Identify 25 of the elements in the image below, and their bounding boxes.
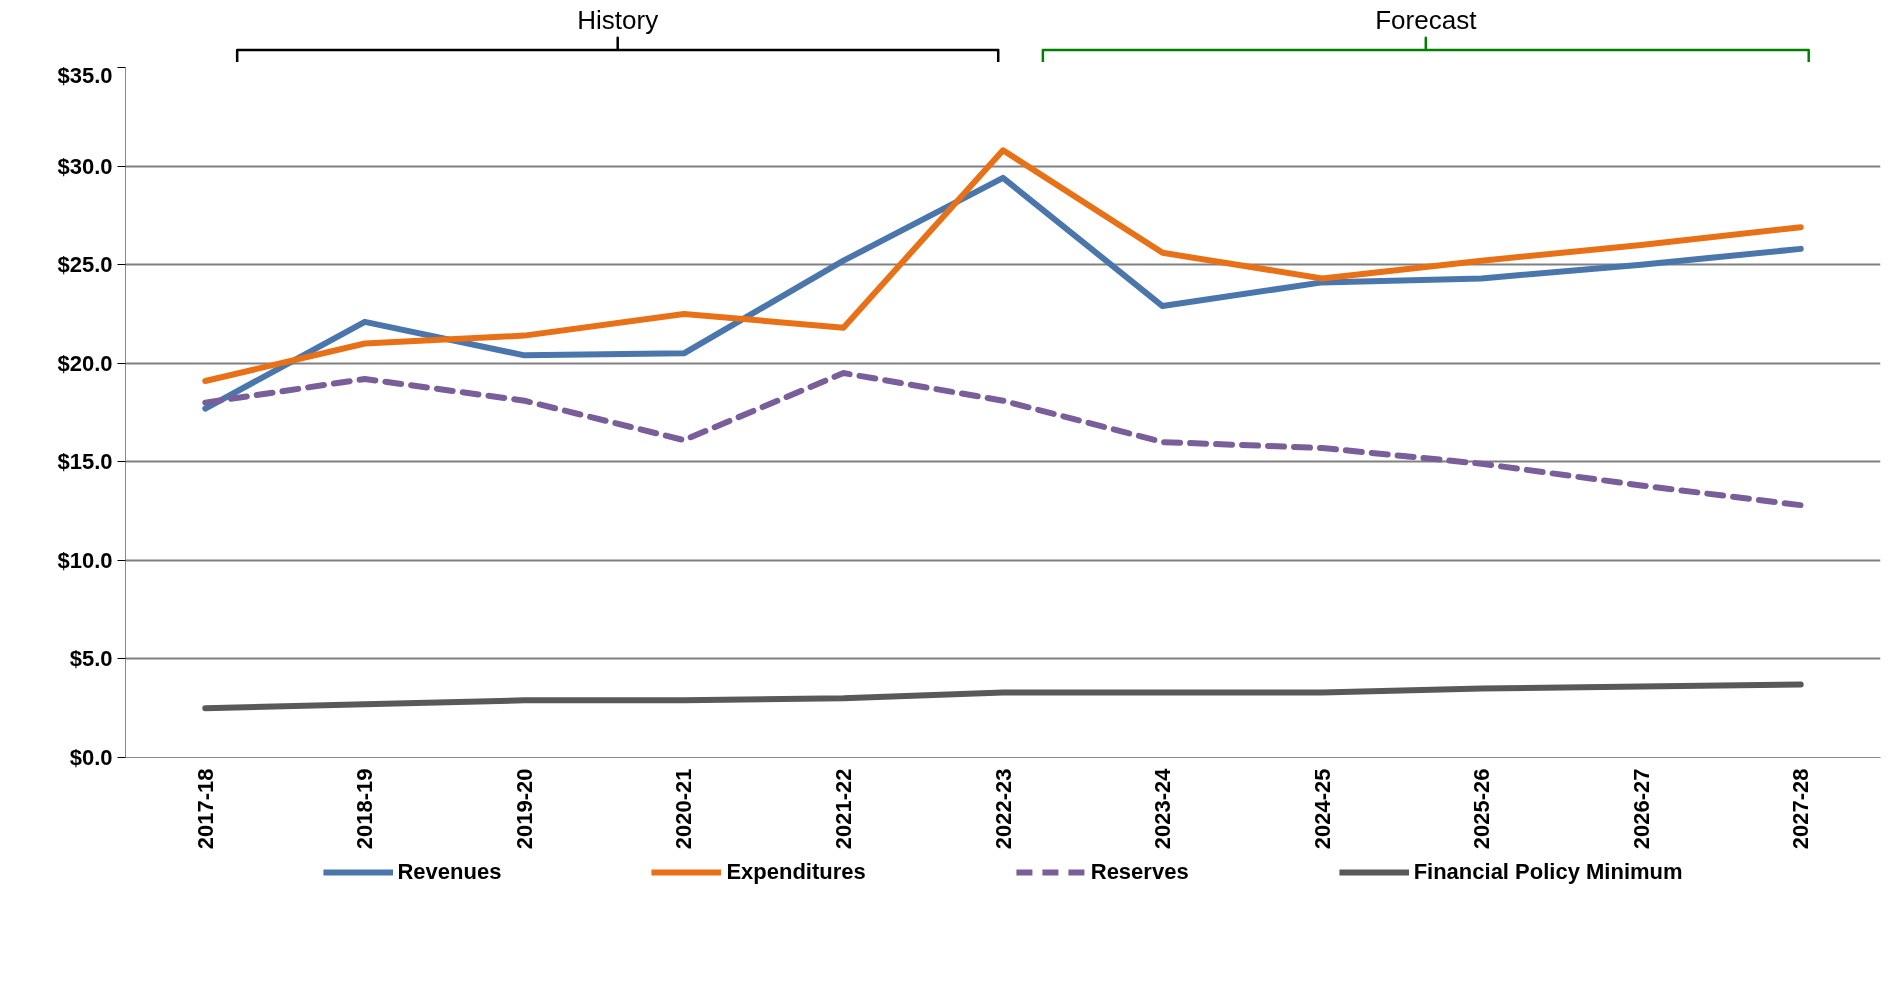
x-tick-label: 2021-22 [830, 768, 856, 850]
y-tick-label: $5.0 [69, 646, 113, 672]
y-tick-label: $15.0 [57, 449, 113, 475]
x-tick-label: 2025-26 [1469, 768, 1495, 850]
legend-label: Revenues [397, 859, 502, 885]
x-tick-label: 2023-24 [1150, 767, 1176, 850]
x-tick-label: 2027-28 [1788, 768, 1814, 850]
y-tick-label: $10.0 [57, 547, 113, 573]
x-tick-label: 2024-25 [1309, 768, 1335, 850]
x-tick-label: 2019-20 [511, 768, 537, 850]
y-tick-label: $30.0 [57, 153, 113, 179]
x-tick-label: 2018-19 [352, 768, 378, 850]
x-tick-label: 2026-27 [1628, 768, 1654, 850]
text: History [577, 4, 659, 35]
y-tick-label: $35.0 [57, 62, 113, 88]
y-tick-label: $25.0 [57, 252, 113, 278]
legend-label: Expenditures [726, 859, 866, 885]
legend-label: Financial Policy Minimum [1413, 859, 1683, 885]
x-tick-label: 2022-23 [990, 768, 1016, 850]
x-tick-label: 2017-18 [192, 768, 218, 850]
x-tick-label: 2020-21 [671, 768, 697, 850]
text: Forecast [1375, 4, 1478, 35]
legend-label: Reserves [1090, 859, 1189, 885]
y-tick-label: $20.0 [57, 350, 113, 376]
y-tick-label: $0.0 [69, 745, 113, 770]
